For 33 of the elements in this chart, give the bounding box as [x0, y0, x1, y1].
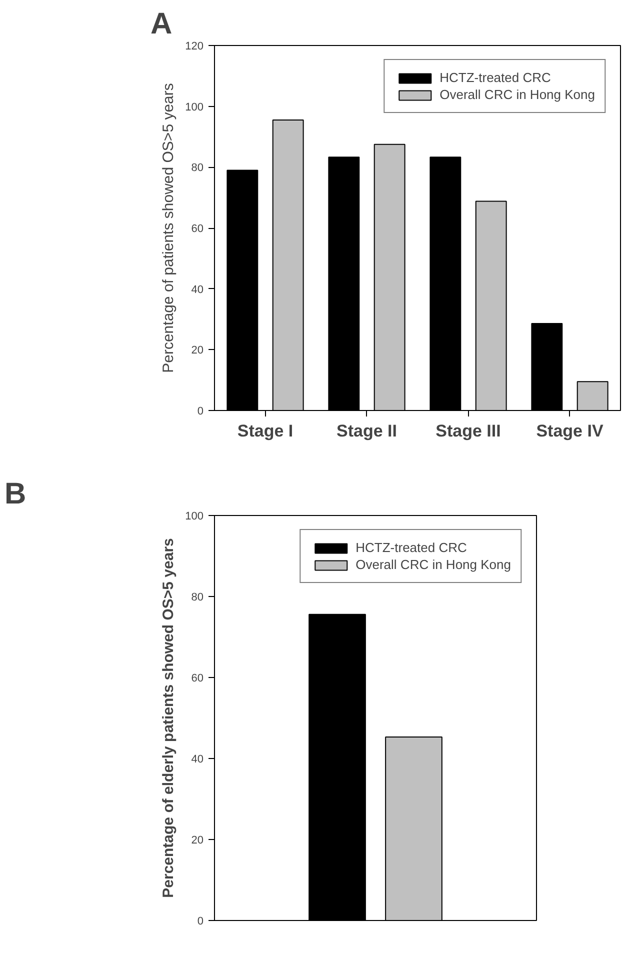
y-tick-label: 40 — [191, 754, 204, 766]
bar — [531, 323, 563, 410]
y-tick-label: 80 — [191, 592, 204, 604]
legend-label: HCTZ-treated CRC — [356, 540, 467, 555]
bar — [576, 381, 608, 410]
bar — [475, 200, 507, 410]
legend-label: Overall CRC in Hong Kong — [356, 557, 511, 572]
bar — [272, 120, 304, 410]
x-tick-label: Stage I — [237, 422, 294, 440]
x-tick-label: Stage IV — [536, 422, 604, 440]
y-tick-label: 0 — [197, 916, 204, 928]
bar — [328, 156, 360, 410]
bar — [430, 156, 462, 410]
y-tick-label: 80 — [191, 162, 204, 174]
legend-label: HCTZ-treated CRC — [440, 70, 551, 85]
y-tick-label: 100 — [185, 510, 204, 522]
x-tick-label: Stage III — [436, 422, 501, 440]
y-tick-label: 40 — [191, 284, 204, 296]
y-tick-label: 20 — [191, 834, 204, 846]
y-axis-title: Percentage of elderly patients showed OS>5 years — [160, 538, 178, 898]
y-tick-label: 100 — [185, 101, 204, 114]
chart-title: A — [150, 8, 172, 40]
y-axis-title: Percentage of patients showed OS>5 years — [160, 83, 178, 373]
bar — [374, 144, 406, 410]
x-tick-label: Stage II — [336, 422, 397, 440]
y-tick-label: 0 — [197, 406, 204, 418]
legend-label: Overall CRC in Hong Kong — [440, 87, 595, 102]
bar — [226, 170, 258, 410]
y-tick-label: 20 — [191, 344, 204, 357]
y-tick-label: 60 — [191, 223, 204, 235]
y-tick-label: 120 — [185, 40, 204, 52]
text: B — [4, 478, 26, 510]
y-tick-label: 60 — [191, 672, 204, 684]
